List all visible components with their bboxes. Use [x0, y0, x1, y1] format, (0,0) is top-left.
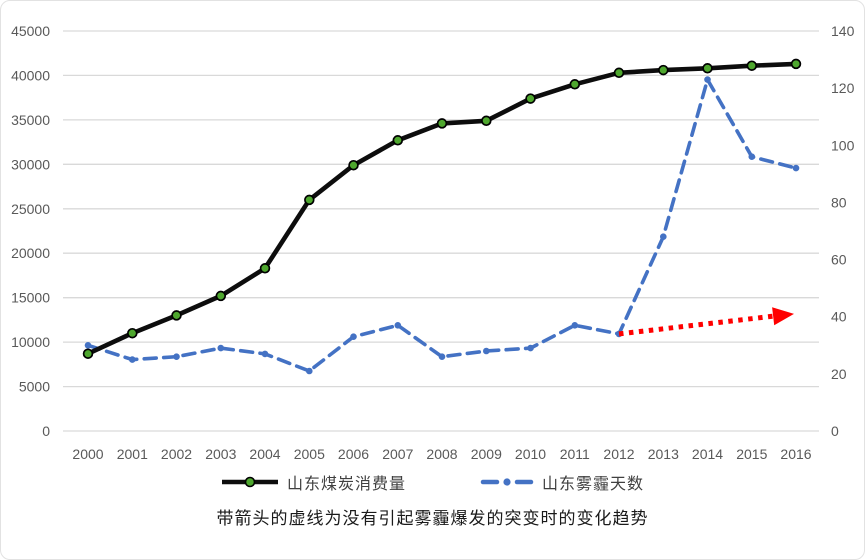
- legend-label-coal: 山东煤炭消费量: [286, 476, 406, 493]
- haze-data-point: [571, 322, 579, 329]
- right-axis-tick-label: 60: [831, 252, 847, 268]
- coal-data-point: [259, 263, 271, 274]
- legend-label-haze: 山东雾霾天数: [542, 476, 645, 493]
- left-axis-tick-label: 15000: [11, 290, 50, 306]
- left-axis-tick-label: 35000: [11, 112, 50, 128]
- left-axis-tick-label: 10000: [11, 334, 50, 350]
- coal-data-point: [392, 135, 404, 146]
- haze-data-point: [527, 344, 534, 352]
- coal-data-point: [658, 64, 669, 76]
- plot-area: 0500010000150002000025000300003500040000…: [11, 23, 855, 462]
- x-axis-tick-label: 2004: [249, 446, 280, 462]
- left-axis-tick-label: 40000: [11, 67, 50, 83]
- haze-data-point: [129, 356, 136, 363]
- coal-line-legend-swatch-icon: [221, 476, 278, 488]
- left-axis-tick-label: 25000: [11, 201, 50, 217]
- coal-data-point: [82, 348, 94, 359]
- coal-data-point: [436, 118, 448, 129]
- x-axis-tick-label: 2003: [205, 446, 236, 462]
- coal-data-point: [127, 327, 138, 339]
- trend-arrow-line: [618, 313, 774, 337]
- coal-data-point: [525, 93, 536, 104]
- haze-data-point: [704, 76, 711, 83]
- right-axis-tick-label: 40: [831, 309, 847, 325]
- x-axis-tick-label: 2005: [294, 446, 325, 462]
- left-axis-tick-label: 30000: [11, 156, 50, 172]
- legend-item-coal: 山东煤炭消费量: [221, 470, 406, 494]
- haze-data-point: [217, 344, 225, 352]
- haze-data-point: [660, 233, 667, 240]
- haze-data-point: [84, 342, 92, 349]
- left-axis-tick-label: 0: [42, 423, 50, 439]
- right-axis-tick-label: 80: [831, 194, 847, 210]
- x-axis-tick-label: 2007: [382, 446, 413, 462]
- chart-caption: 带箭头的虚线为没有引起雾霾爆发的突变时的变化趋势: [216, 509, 649, 528]
- x-axis-tick-label: 2010: [515, 446, 546, 462]
- x-axis-tick-label: 2000: [72, 446, 103, 462]
- coal-data-point: [569, 79, 581, 90]
- trend-arrow-head: [772, 307, 794, 326]
- haze-data-point: [748, 153, 756, 160]
- coal-data-point: [481, 115, 492, 127]
- x-axis-tick-label: 2001: [117, 446, 148, 462]
- left-axis-tick-label: 5000: [19, 379, 50, 395]
- left-axis-tick-label: 45000: [11, 23, 50, 39]
- x-axis-tick-label: 2016: [780, 446, 811, 462]
- x-axis-tick-label: 2012: [603, 446, 634, 462]
- haze-data-point: [350, 333, 357, 341]
- haze-data-point: [792, 164, 800, 172]
- coal-data-point: [215, 290, 227, 302]
- haze-data-point: [394, 322, 402, 329]
- coal-data-point: [348, 159, 359, 171]
- haze-data-point: [261, 350, 269, 358]
- right-axis-tick-label: 0: [831, 423, 839, 439]
- x-axis-tick-label: 2002: [161, 446, 192, 462]
- right-axis-tick-label: 140: [831, 23, 855, 39]
- haze-data-point: [483, 347, 490, 355]
- coal-data-point: [702, 63, 713, 74]
- haze-data-point: [306, 367, 313, 375]
- x-axis-tick-label: 2006: [338, 446, 369, 462]
- coal-data-point: [613, 67, 625, 79]
- haze-line-legend-swatch-icon: [480, 478, 534, 486]
- right-axis-tick-label: 100: [831, 137, 855, 153]
- right-axis-tick-label: 120: [831, 80, 855, 96]
- coal-data-point: [746, 60, 758, 71]
- x-axis-tick-label: 2008: [426, 446, 457, 462]
- legend: 山东煤炭消费量 山东雾霾天数: [1, 470, 864, 494]
- coal-data-point: [790, 58, 802, 70]
- right-axis-tick-label: 20: [831, 366, 847, 382]
- haze-data-point: [438, 353, 446, 361]
- coal-data-point: [304, 194, 315, 206]
- legend-item-haze: 山东雾霾天数: [480, 470, 644, 494]
- x-axis-tick-label: 2013: [648, 446, 679, 462]
- haze-data-point: [173, 353, 180, 361]
- x-axis-tick-label: 2011: [560, 446, 590, 462]
- x-axis-tick-label: 2015: [736, 446, 767, 462]
- coal-data-point: [171, 310, 182, 321]
- x-axis-tick-label: 2014: [692, 446, 723, 462]
- left-axis-tick-label: 20000: [11, 245, 50, 261]
- x-axis-tick-label: 2009: [471, 446, 502, 462]
